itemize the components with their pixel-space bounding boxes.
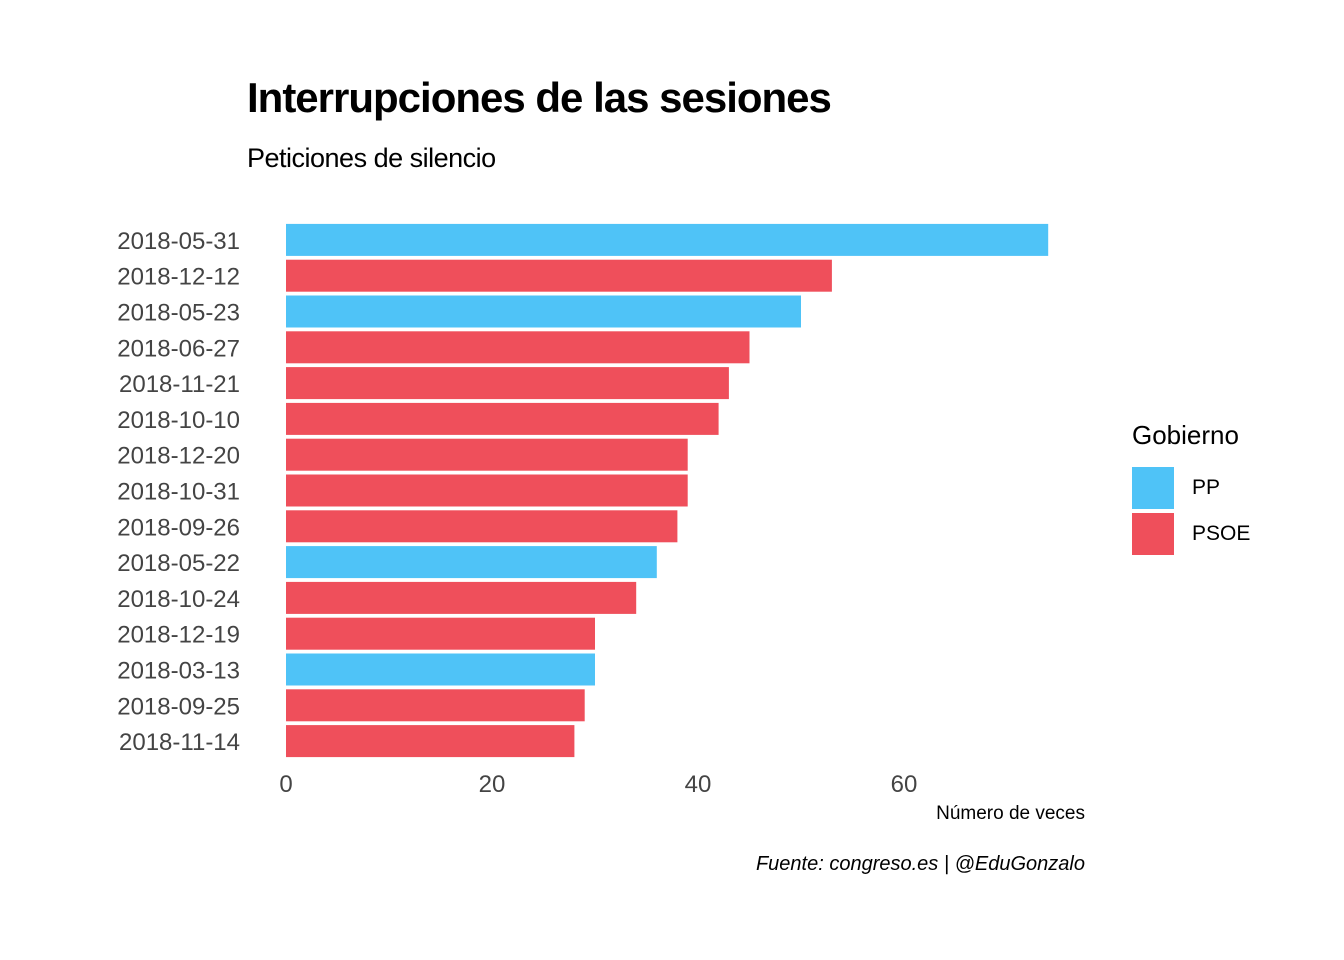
bar-2018-12-20 [286, 438, 688, 471]
x-axis-ticks: 0 20 40 60 [279, 771, 917, 798]
legend-label-pp: PP [1192, 476, 1221, 499]
bar-2018-12-19 [286, 617, 595, 650]
bars-group [286, 223, 1049, 758]
bar-2018-03-13 [286, 653, 595, 686]
bar-2018-05-31 [286, 223, 1049, 256]
legend-label-psoe: PSOE [1192, 522, 1251, 545]
bar-2018-10-10 [286, 402, 719, 435]
bar-2018-11-14 [286, 725, 575, 758]
y-label-2018-05-22: 2018-05-22 [117, 550, 240, 577]
legend-item-psoe: PSOE [1132, 511, 1250, 557]
x-tick-0: 0 [279, 771, 292, 798]
bar-2018-05-23 [286, 295, 801, 328]
bar-2018-09-25 [286, 689, 585, 722]
y-label-2018-06-27: 2018-06-27 [117, 335, 240, 362]
legend-swatch-pp [1132, 467, 1174, 509]
bar-2018-11-21 [286, 367, 729, 400]
y-label-2018-12-12: 2018-12-12 [117, 264, 240, 291]
x-tick-40: 40 [685, 771, 712, 798]
legend-swatch-psoe [1132, 513, 1174, 555]
x-tick-60: 60 [891, 771, 918, 798]
x-axis-title: Número de veces [936, 803, 1085, 824]
y-label-2018-11-21: 2018-11-21 [119, 371, 240, 398]
bar-2018-06-27 [286, 331, 750, 364]
y-label-2018-12-19: 2018-12-19 [117, 622, 240, 649]
y-label-2018-09-25: 2018-09-25 [117, 693, 240, 720]
bar-2018-05-22 [286, 546, 657, 579]
chart-subtitle: Peticiones de silencio [247, 143, 496, 173]
y-label-2018-05-23: 2018-05-23 [117, 300, 240, 327]
legend: Gobierno PP PSOE [1132, 420, 1250, 557]
bar-2018-10-24 [286, 581, 637, 614]
legend-title: Gobierno [1132, 420, 1239, 450]
chart-title: Interrupciones de las sesiones [247, 74, 832, 121]
legend-item-pp: PP [1132, 465, 1250, 511]
y-label-2018-11-14: 2018-11-14 [119, 729, 240, 756]
bar-2018-10-31 [286, 474, 688, 507]
bar-2018-12-12 [286, 259, 832, 292]
y-axis-labels: 2018-05-31 2018-12-12 2018-05-23 2018-06-27… [117, 228, 240, 756]
y-label-2018-03-13: 2018-03-13 [117, 658, 240, 685]
y-label-2018-12-20: 2018-12-20 [117, 443, 240, 470]
y-label-2018-10-31: 2018-10-31 [117, 479, 240, 506]
chart-caption: Fuente: congreso.es | @EduGonzalo [755, 853, 1085, 875]
y-label-2018-10-24: 2018-10-24 [117, 586, 240, 613]
x-tick-20: 20 [479, 771, 506, 798]
y-label-2018-10-10: 2018-10-10 [117, 407, 240, 434]
y-label-2018-09-26: 2018-09-26 [117, 514, 240, 541]
y-label-2018-05-31: 2018-05-31 [117, 228, 240, 255]
bar-2018-09-26 [286, 510, 678, 543]
